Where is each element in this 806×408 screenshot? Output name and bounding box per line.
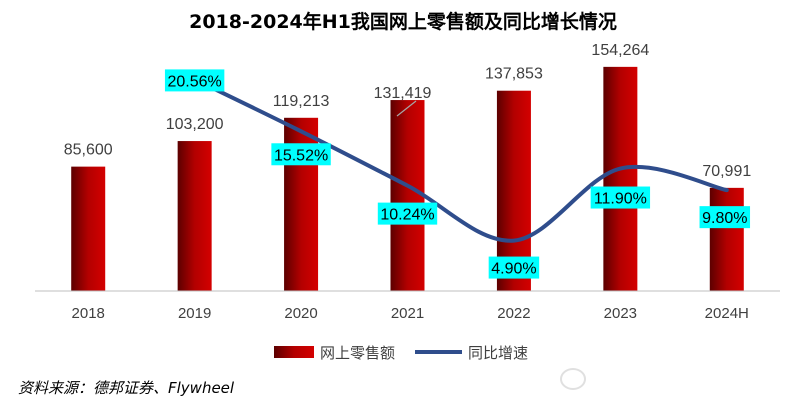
growth-rate-label: 11.90% xyxy=(594,191,647,208)
growth-label-bg xyxy=(699,206,751,229)
bar-2021 xyxy=(390,100,425,291)
growth-rate-label: 20.56% xyxy=(168,73,222,90)
bar-value-label: 85,600 xyxy=(64,142,113,159)
growth-label-bg xyxy=(377,202,438,225)
growth-label-bg xyxy=(271,143,331,166)
growth-label-bg xyxy=(164,69,225,92)
growth-rate-label: 10.24% xyxy=(380,207,434,224)
growth-label-bg xyxy=(488,256,540,279)
growth-rate-line xyxy=(192,77,729,243)
bar-value-label: 70,991 xyxy=(702,163,751,180)
bar-2023 xyxy=(603,66,638,291)
x-tick-label: 2022 xyxy=(497,305,530,322)
x-tick-label: 2020 xyxy=(284,305,317,322)
bar-value-label: 119,213 xyxy=(273,93,330,110)
growth-rate-label: 9.80% xyxy=(702,210,747,227)
bar-value-label: 131,419 xyxy=(374,85,432,102)
callout-leader-line xyxy=(396,100,417,117)
x-tick-label: 2023 xyxy=(604,305,637,322)
legend-label-bar: 网上零售额 xyxy=(320,344,395,362)
bar-2018 xyxy=(71,166,106,291)
x-tick-label: 2019 xyxy=(178,305,211,322)
source-note: 资料来源：德邦证券、Flywheel xyxy=(18,379,235,397)
growth-rate-label: 15.52% xyxy=(274,147,328,164)
legend-label-line: 同比增速 xyxy=(468,344,528,362)
wechat-icon xyxy=(560,368,586,390)
bar-2019 xyxy=(177,141,212,291)
x-tick-label: 2021 xyxy=(391,305,424,322)
bar-value-labels: 85,600 103,200 119,213 131,419 137,853 154,26… xyxy=(64,42,752,180)
growth-rate-label: 4.90% xyxy=(491,261,536,278)
x-axis-ticks: 2018 2019 2020 2021 2022 2023 2024H xyxy=(72,305,749,322)
watermark xyxy=(560,364,790,394)
x-tick-label: 2018 xyxy=(72,305,105,322)
chart-title: 2018-2024年H1我国网上零售额及同比增长情况 xyxy=(189,10,617,33)
bar-2024H xyxy=(709,187,744,291)
growth-label-bg xyxy=(590,186,651,209)
bar-value-label: 103,200 xyxy=(166,116,224,133)
legend-swatch-bar xyxy=(274,346,314,358)
x-tick-label: 2024H xyxy=(705,305,749,322)
growth-rate-labels: 20.56% 15.52% 10.24% 4.90% 11.90% 9.80% xyxy=(164,69,751,279)
bar-value-label: 154,264 xyxy=(591,42,649,59)
legend: 网上零售额 同比增速 xyxy=(274,344,528,362)
bar-value-label: 137,853 xyxy=(485,66,543,83)
